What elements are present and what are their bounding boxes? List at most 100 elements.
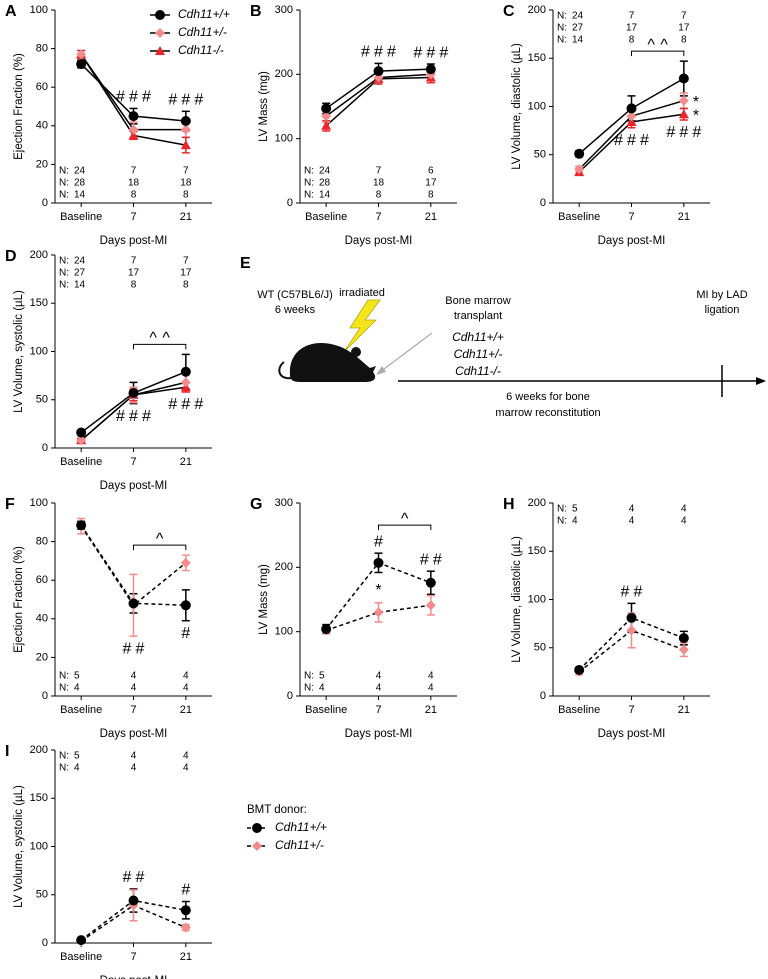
x-tick-label: 7 [130, 704, 136, 716]
marker [76, 520, 87, 531]
count-prefix: N: [59, 166, 69, 177]
y-tick-label: 80 [36, 43, 48, 55]
y-tick-label: 60 [36, 81, 48, 93]
annotation: # [136, 640, 145, 657]
annotation: # [426, 44, 435, 61]
bracket [133, 343, 187, 350]
marker [678, 73, 689, 84]
x-tick-label: 7 [628, 211, 634, 223]
count: 4 [376, 683, 382, 694]
y-axis-label: LV Volume, diastolic (µL) [511, 536, 523, 663]
y-tick-label: 150 [528, 52, 546, 64]
count: 4 [629, 516, 635, 527]
panel-label: I [5, 743, 9, 760]
x-tick-label: 7 [375, 704, 381, 716]
marker [76, 49, 87, 60]
annotation: # [374, 533, 383, 550]
annotation: # [634, 584, 643, 601]
x-tick-label: 21 [425, 704, 437, 716]
count: 17 [425, 178, 437, 189]
annotation: # [679, 124, 688, 141]
annotation: # [413, 44, 422, 61]
count: 14 [319, 190, 331, 201]
annotation: # [640, 132, 649, 149]
marker [425, 64, 436, 75]
count-prefix: N: [59, 178, 69, 189]
count: 5 [319, 671, 325, 682]
diagram: E WT (C57BL6/J) 6 weeks irradiated Bone … [240, 255, 766, 419]
annotation: # [116, 89, 125, 106]
x-axis-label: Days post-MI [100, 728, 168, 740]
x-tick-label: 21 [425, 211, 437, 223]
y-tick-label: 200 [528, 4, 546, 16]
count: 24 [319, 166, 331, 177]
y-tick-label: 40 [36, 120, 48, 132]
count: 8 [183, 280, 189, 291]
marker [76, 59, 87, 70]
marker [321, 103, 332, 114]
count: 4 [319, 683, 325, 694]
panel-label: C [503, 3, 515, 20]
y-tick-label: 200 [528, 497, 546, 509]
x-tick-label: Baseline [558, 211, 600, 223]
panel-label: F [5, 496, 15, 513]
annotation: # [168, 92, 177, 109]
legend-label: Cdh11+/+ [275, 820, 327, 834]
y-tick-label: 150 [30, 297, 48, 309]
marker [76, 427, 87, 438]
transplant-text: Bone marrow [445, 295, 510, 307]
donor: Cdh11+/- [454, 347, 503, 361]
y-tick-label: 40 [36, 613, 48, 625]
marker [321, 111, 332, 122]
y-tick-label: 200 [275, 561, 293, 573]
y-axis-label: Ejection Fraction (%) [13, 53, 25, 160]
y-axis-label: LV Volume, diastolic (µL) [511, 43, 523, 170]
annotation: # [627, 132, 636, 149]
timeline-head [756, 377, 766, 385]
y-tick-label: 50 [36, 394, 48, 406]
marker [180, 600, 191, 611]
annotation: # [123, 640, 132, 657]
series-line [325, 76, 431, 127]
endpoint-text: ligation [705, 304, 740, 316]
count: 7 [376, 166, 382, 177]
count: 7 [131, 166, 137, 177]
legend-title: BMT donor: [247, 804, 307, 816]
annotation: # [666, 124, 675, 141]
count-prefix: N: [557, 23, 567, 34]
x-tick-label: 7 [628, 704, 634, 716]
annotation: # [181, 625, 190, 642]
annotation: * [375, 582, 381, 599]
marker [180, 140, 191, 150]
y-tick-label: 60 [36, 574, 48, 586]
count: 27 [74, 268, 86, 279]
mouse [289, 343, 376, 382]
y-tick-label: 80 [36, 536, 48, 548]
marker [76, 435, 87, 446]
annotation: # [181, 92, 190, 109]
x-tick-label: Baseline [60, 951, 102, 963]
count: 4 [376, 671, 382, 682]
marker [626, 625, 637, 636]
count: 8 [131, 190, 137, 201]
marker [128, 598, 139, 609]
count-prefix: N: [304, 178, 314, 189]
count: 17 [626, 23, 638, 34]
annotation: # [420, 551, 429, 568]
annotation: # [181, 882, 190, 899]
marker [678, 109, 689, 119]
y-axis-label: LV Mass (mg) [258, 564, 270, 635]
endpoint-text: MI by LAD [696, 289, 747, 301]
count: 17 [180, 268, 192, 279]
marker [128, 111, 139, 122]
x-axis-label: Days post-MI [100, 480, 168, 492]
count: 7 [183, 166, 189, 177]
y-tick-label: 0 [42, 690, 48, 702]
count-prefix: N: [59, 671, 69, 682]
marker [425, 600, 436, 611]
interval-text: 6 weeks for bone [506, 391, 590, 403]
y-tick-label: 200 [275, 68, 293, 80]
marker [574, 164, 585, 175]
count: 4 [428, 683, 434, 694]
